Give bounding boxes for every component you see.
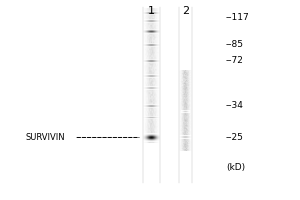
Text: 2: 2	[182, 6, 189, 16]
Text: --25: --25	[226, 133, 244, 142]
Text: (kD): (kD)	[226, 163, 245, 172]
Text: --34: --34	[226, 101, 244, 110]
Text: 1: 1	[148, 6, 155, 16]
Text: SURVIVIN: SURVIVIN	[25, 133, 65, 142]
Text: --117: --117	[226, 13, 250, 22]
Text: --85: --85	[226, 40, 244, 49]
Text: --72: --72	[226, 56, 244, 65]
